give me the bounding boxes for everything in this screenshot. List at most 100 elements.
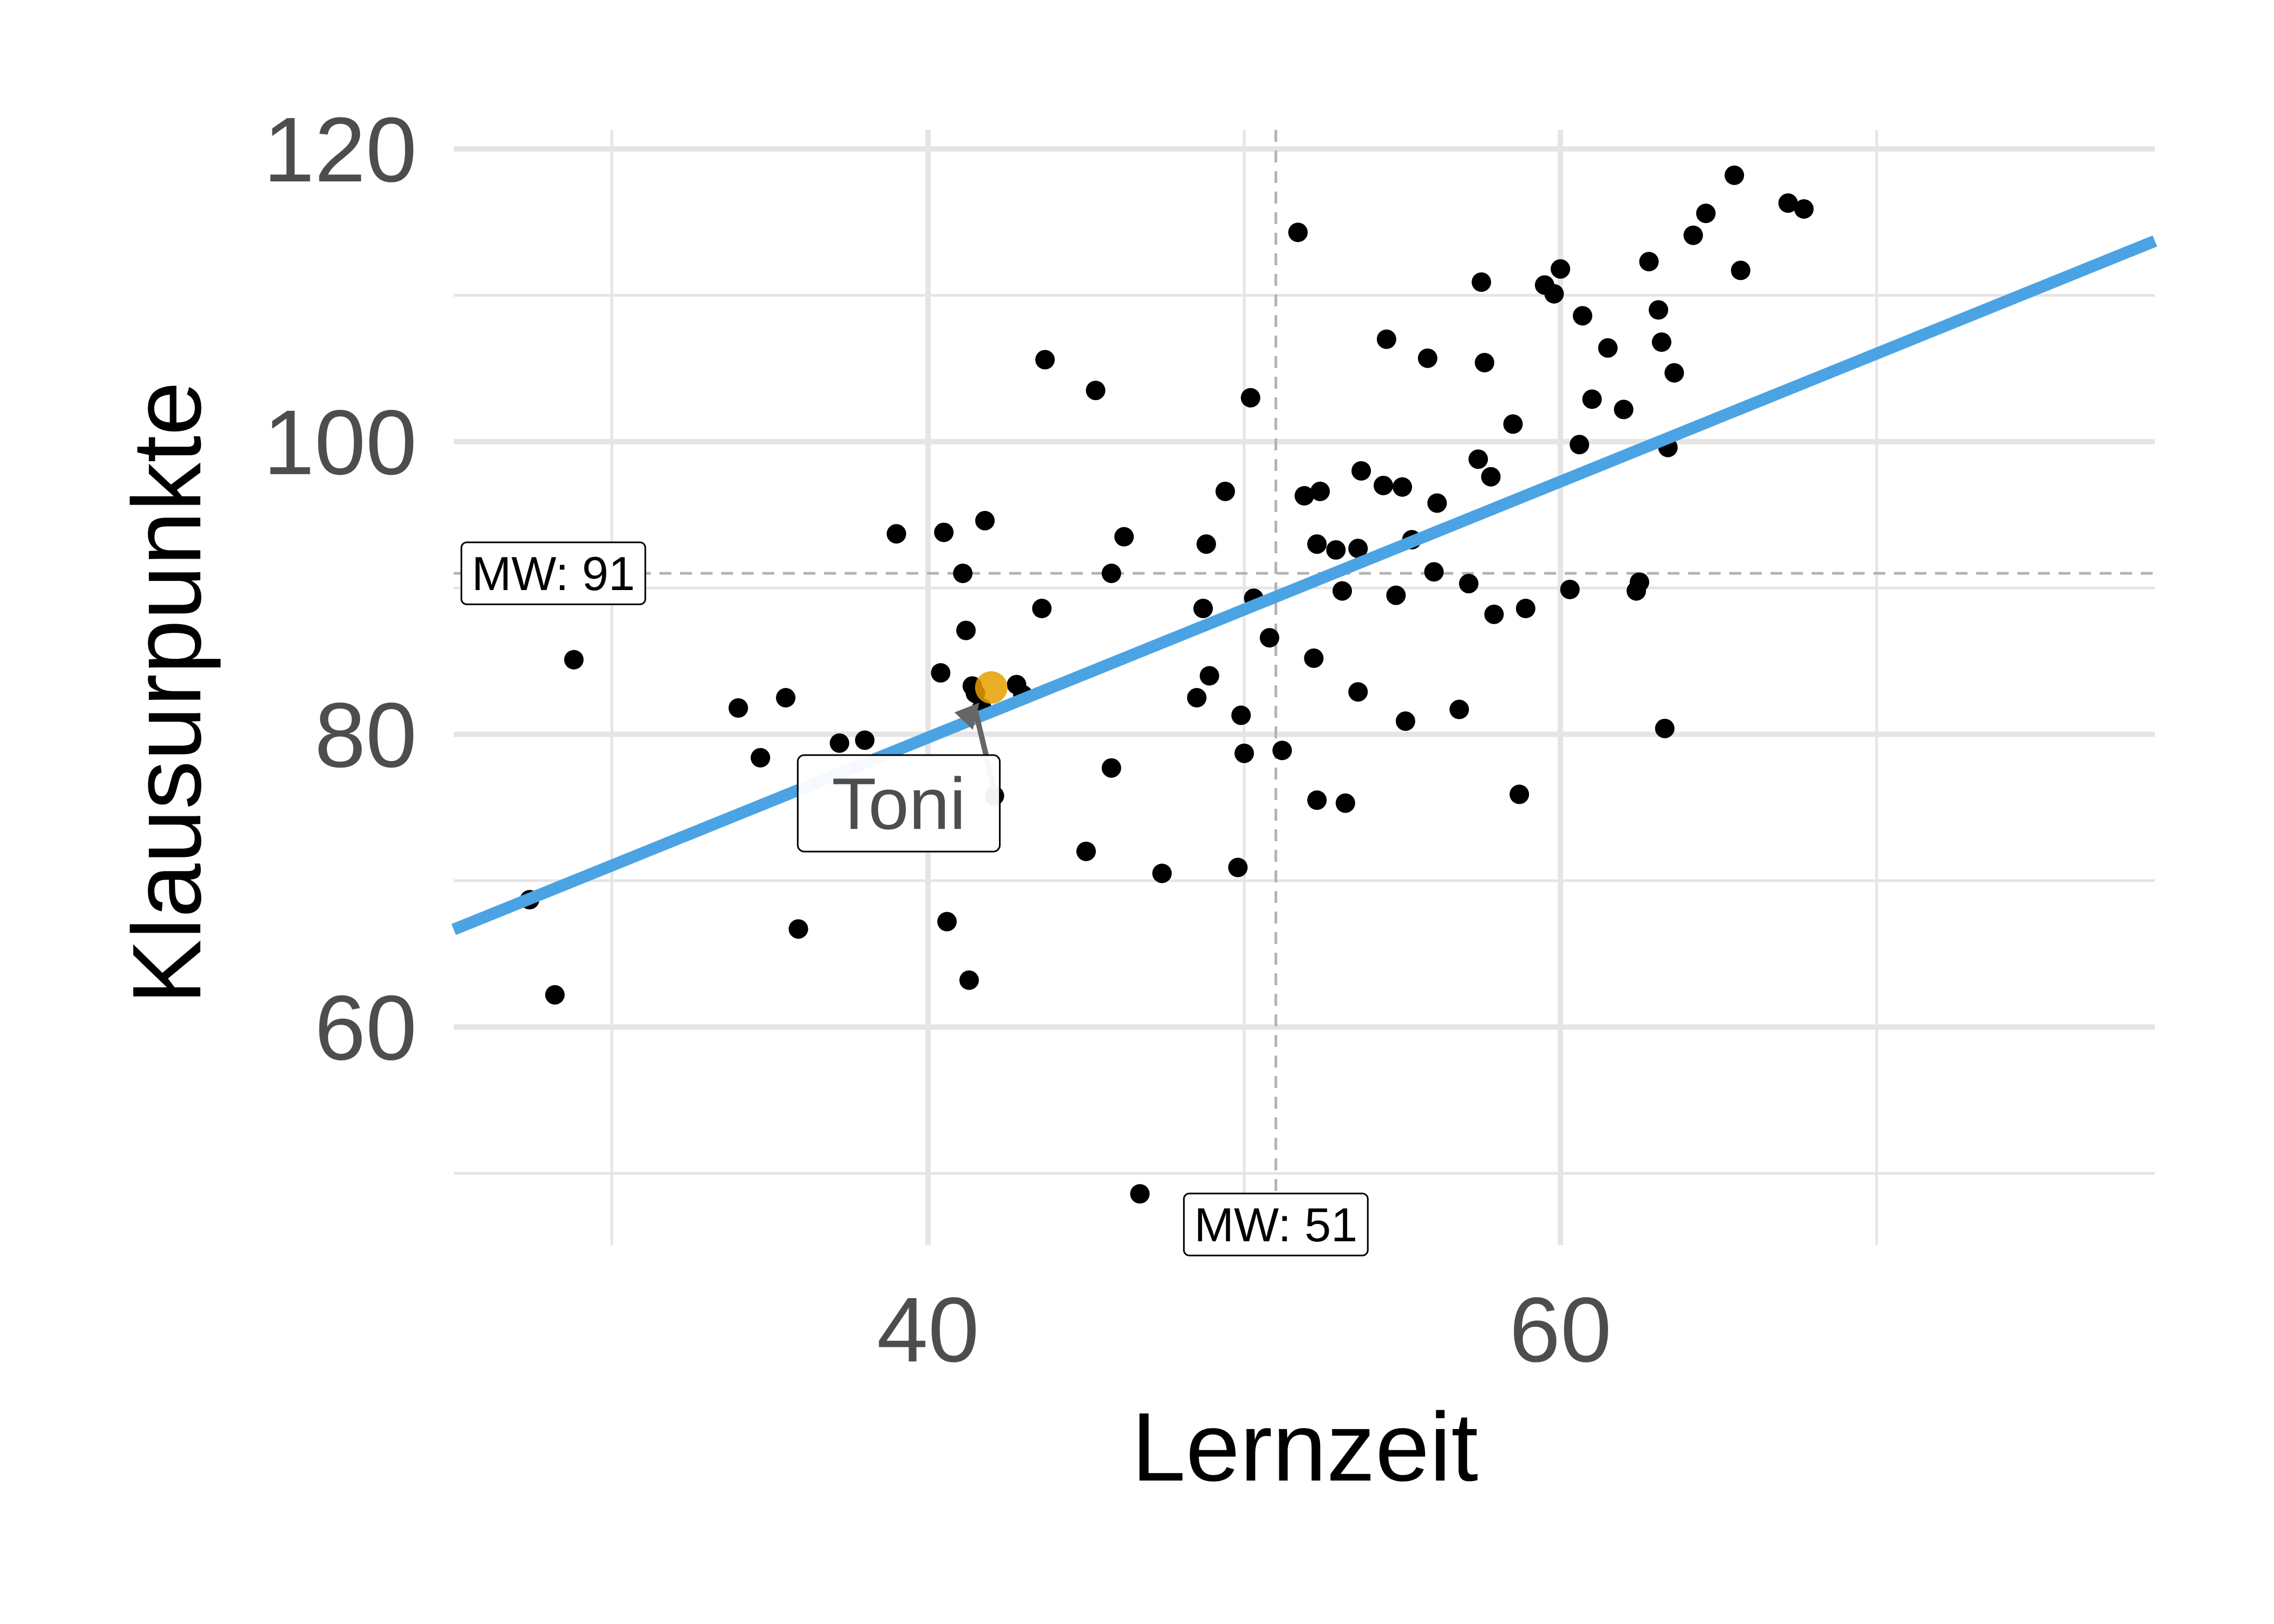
highlight-arrowhead (954, 703, 979, 730)
x-mean-label: MW: 51 (1194, 1198, 1358, 1252)
mean-lines: MW: 91 MW: 51 (454, 130, 2155, 1256)
data-point (1649, 300, 1669, 320)
data-point (1086, 381, 1106, 401)
x-mean-label-box (1183, 1193, 1369, 1256)
highlight-label-box (796, 754, 1001, 853)
data-point (1724, 165, 1744, 185)
data-point (1234, 743, 1254, 763)
data-point (1683, 225, 1703, 245)
data-point (1374, 475, 1394, 495)
data-point (931, 663, 951, 683)
highlight-label: Toni (832, 763, 966, 844)
data-point (1076, 841, 1096, 861)
data-point (1348, 682, 1368, 702)
data-point (959, 970, 979, 990)
data-point (1272, 741, 1292, 761)
data-point (1515, 599, 1535, 619)
data-point (1459, 574, 1479, 594)
data-point (1196, 534, 1216, 554)
data-point (855, 730, 875, 750)
data-point (1630, 572, 1650, 592)
y-axis-title: Klausurpunkte (113, 382, 221, 1005)
data-point (1259, 628, 1279, 648)
x-tick-label: 60 (1510, 1279, 1612, 1381)
data-point (1152, 863, 1172, 883)
data-point (1696, 204, 1716, 224)
data-point (1503, 414, 1523, 434)
data-point (1417, 348, 1437, 368)
data-point (1376, 329, 1396, 349)
data-point (1386, 585, 1406, 605)
data-point (1035, 350, 1055, 370)
y-tick-label: 100 (263, 391, 417, 494)
x-tick-label: 40 (877, 1279, 979, 1381)
data-point (1193, 599, 1213, 619)
data-point (1778, 193, 1798, 213)
data-point (1187, 687, 1207, 708)
x-axis-title: Lernzeit (1132, 1393, 1478, 1502)
data-point (1551, 259, 1571, 279)
data-point (776, 687, 796, 708)
highlight-point (975, 671, 1008, 704)
data-point (1199, 666, 1219, 686)
data-point (956, 620, 976, 640)
data-point (728, 698, 748, 718)
data-point (1240, 388, 1260, 408)
data-point (1310, 481, 1330, 501)
data-point (1288, 222, 1308, 243)
data-point (1655, 718, 1675, 738)
data-point (1544, 284, 1564, 304)
data-point (1351, 461, 1371, 481)
data-point (829, 733, 850, 753)
data-point (1332, 581, 1352, 601)
data-points (520, 165, 1814, 1204)
data-point (1794, 199, 1814, 219)
highlight-group: Toni (796, 671, 1008, 853)
data-point (886, 524, 906, 544)
data-point (1307, 790, 1327, 810)
y-tick-label: 80 (315, 684, 417, 787)
data-point (1348, 539, 1368, 559)
data-point (1101, 758, 1121, 778)
data-point (1307, 534, 1327, 554)
data-point (953, 564, 973, 584)
data-point (1582, 389, 1602, 409)
y-tick-label: 120 (263, 99, 417, 201)
data-point (937, 912, 957, 932)
data-point (1295, 486, 1314, 506)
grid-major (454, 130, 2155, 1245)
data-point (545, 985, 565, 1005)
data-point (1484, 604, 1504, 624)
data-point (1449, 699, 1469, 719)
data-point (1651, 332, 1671, 352)
data-point (1730, 260, 1750, 280)
data-point (1472, 272, 1492, 292)
data-point (1481, 467, 1501, 487)
y-tick-label: 60 (315, 977, 417, 1079)
data-point (750, 748, 770, 768)
data-point (1215, 481, 1235, 501)
data-point (1570, 435, 1590, 455)
data-point (1304, 648, 1324, 668)
data-point (934, 522, 954, 542)
data-point (1114, 527, 1134, 547)
data-point (564, 650, 584, 670)
data-point (1393, 477, 1413, 497)
data-point (1639, 252, 1659, 272)
data-point (975, 510, 995, 531)
data-point (1130, 1184, 1150, 1204)
data-point (1598, 338, 1618, 358)
regression-line-group (451, 235, 2158, 935)
data-point (1510, 784, 1530, 804)
axis-labels: 40 60 60 80 100 120 (263, 99, 1611, 1381)
data-point (1427, 493, 1447, 513)
data-point (1613, 400, 1633, 420)
data-point (1335, 793, 1355, 813)
data-point (1560, 579, 1580, 599)
data-point (1395, 711, 1415, 731)
data-point (1474, 352, 1494, 372)
data-point (1468, 449, 1488, 469)
data-point (1424, 562, 1444, 582)
